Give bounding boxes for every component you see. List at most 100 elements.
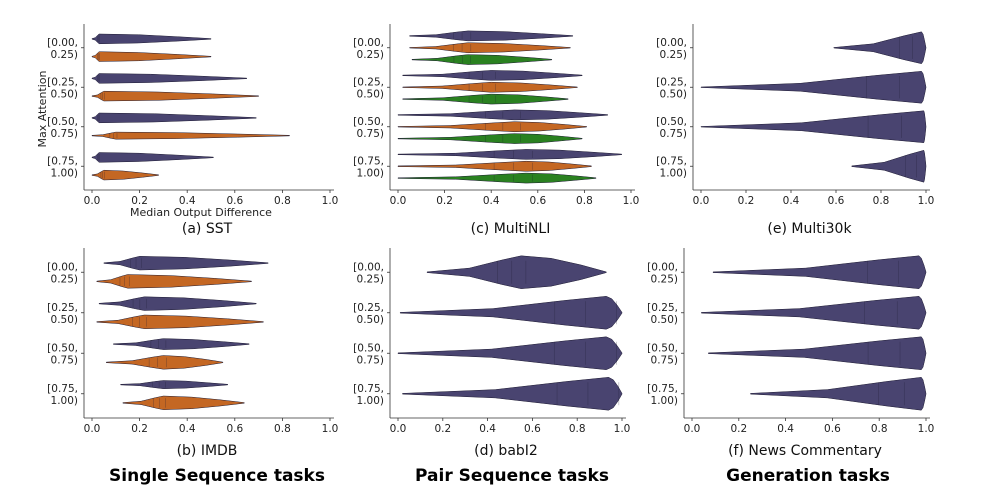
y-category-label: [0.25, xyxy=(647,302,678,314)
x-tick-label: 0.6 xyxy=(828,195,845,207)
x-tick-label: 0.0 xyxy=(390,195,407,207)
violin-body xyxy=(411,54,553,65)
x-tick-label: 1.0 xyxy=(322,195,339,207)
y-category-label: 0.25) xyxy=(651,273,678,285)
y-category-label: 1.00) xyxy=(357,167,384,179)
violin-body xyxy=(91,169,159,181)
y-category-label: [0.50, xyxy=(647,342,678,354)
x-tick-label: 0.0 xyxy=(390,423,407,435)
y-category-label: [0.00, xyxy=(656,37,687,49)
panel-5: 0.0 0.2 0.4 0.6 0.8 1.0 [0.00,0.25) [0.25,0.50)… xyxy=(353,248,630,459)
x-tick-label: 0.6 xyxy=(824,423,841,435)
x-tick-label: 0.2 xyxy=(434,423,451,435)
y-category-label: [0.25, xyxy=(353,302,384,314)
x-tick-label: 0.4 xyxy=(777,423,794,435)
y-category-label: 0.75) xyxy=(660,128,687,140)
violin-body xyxy=(409,30,574,42)
panel-6: 0.0 0.2 0.4 0.6 0.8 1.0 [0.00,0.25) [0.25,0.50)… xyxy=(647,248,934,459)
x-tick-label: 1.0 xyxy=(918,423,935,435)
y-category-label: [0.25, xyxy=(353,76,384,88)
panel-3: 0.0 0.2 0.4 0.6 0.8 1.0 [0.00,0.25) [0.25,0.50)… xyxy=(656,24,934,237)
y-category-label: [0.25, xyxy=(47,302,78,314)
violin-body xyxy=(700,110,927,143)
x-tick-label: 0.8 xyxy=(871,423,888,435)
x-tick-label: 0.4 xyxy=(179,423,196,435)
violin-body xyxy=(91,131,290,140)
x-tick-label: 0.0 xyxy=(84,195,101,207)
violin-body xyxy=(397,336,623,370)
violin-body xyxy=(103,256,269,271)
x-tick-label: 0.4 xyxy=(783,195,800,207)
violin-body xyxy=(399,296,623,330)
panel-caption: (e) Multi30k xyxy=(767,221,852,237)
violin-body xyxy=(700,71,927,104)
x-tick-label: 0.8 xyxy=(569,423,586,435)
violin-body xyxy=(91,73,247,84)
y-category-label: [0.50, xyxy=(353,116,384,128)
panel-caption: (f) News Commentary xyxy=(728,443,882,459)
y-category-label: 0.75) xyxy=(357,128,384,140)
violin-body xyxy=(91,51,212,62)
x-tick-label: 0.6 xyxy=(226,195,243,207)
y-category-label: 0.75) xyxy=(651,354,678,366)
y-category-label: [0.00, xyxy=(47,37,78,49)
x-tick-label: 0.6 xyxy=(524,423,541,435)
x-tick-label: 0.8 xyxy=(576,195,593,207)
y-category-label: 1.00) xyxy=(357,395,384,407)
y-category-label: 1.00) xyxy=(51,167,78,179)
violin-body xyxy=(833,31,927,64)
violin-body xyxy=(397,160,592,172)
x-tick-label: 0.0 xyxy=(684,423,701,435)
y-category-label: [0.75, xyxy=(47,155,78,167)
y-category-label: [0.75, xyxy=(353,383,384,395)
violin-body xyxy=(402,93,569,105)
x-tick-label: 0.2 xyxy=(131,423,148,435)
y-category-label: [0.00, xyxy=(647,261,678,273)
violin-body xyxy=(120,380,228,389)
panel-caption: (a) SST xyxy=(182,221,233,237)
violin-body xyxy=(409,42,571,54)
x-tick-label: 0.2 xyxy=(738,195,755,207)
x-tick-label: 0.2 xyxy=(730,423,747,435)
x-tick-label: 0.4 xyxy=(479,423,496,435)
y-category-label: 1.00) xyxy=(660,167,687,179)
violin-body xyxy=(96,314,264,329)
x-tick-label: 0.4 xyxy=(483,195,500,207)
violin-body xyxy=(91,90,259,102)
y-category-label: [0.50, xyxy=(353,342,384,354)
group-title-pair-sequence: Pair Sequence tasks xyxy=(415,466,609,486)
y-category-label: [0.00, xyxy=(47,261,78,273)
violin-body xyxy=(96,274,252,289)
y-category-label: [0.00, xyxy=(353,37,384,49)
violin-body xyxy=(122,395,245,410)
violin-body xyxy=(397,149,622,160)
x-tick-label: 0.6 xyxy=(226,423,243,435)
violin-body xyxy=(91,152,214,163)
y-category-label: 0.50) xyxy=(51,314,78,326)
y-category-label: 1.00) xyxy=(651,395,678,407)
x-tick-label: 0.4 xyxy=(179,195,196,207)
y-category-label: [0.25, xyxy=(47,76,78,88)
y-category-label: 0.75) xyxy=(357,354,384,366)
x-tick-label: 0.8 xyxy=(274,195,291,207)
violin-body xyxy=(98,296,257,311)
x-tick-label: 1.0 xyxy=(322,423,339,435)
y-category-label: [0.25, xyxy=(656,76,687,88)
y-category-label: 0.25) xyxy=(51,273,78,285)
y-category-label: 0.50) xyxy=(357,314,384,326)
x-tick-label: 0.8 xyxy=(873,195,890,207)
x-tick-label: 0.0 xyxy=(693,195,710,207)
x-tick-label: 0.6 xyxy=(529,195,546,207)
y-category-label: 0.25) xyxy=(357,273,384,285)
x-tick-label: 0.8 xyxy=(274,423,291,435)
y-category-label: [0.75, xyxy=(47,383,78,395)
y-category-label: 1.00) xyxy=(51,395,78,407)
x-tick-label: 1.0 xyxy=(614,423,631,435)
violin-body xyxy=(750,377,927,411)
y-category-label: [0.00, xyxy=(353,261,384,273)
group-title-single-sequence: Single Sequence tasks xyxy=(109,466,325,486)
violin-body xyxy=(402,70,583,81)
panel-caption: (b) IMDB xyxy=(177,443,238,459)
panel-2: 0.0 0.2 0.4 0.6 0.8 1.0 [0.00,0.25) [0.25,0.50)… xyxy=(353,24,639,237)
